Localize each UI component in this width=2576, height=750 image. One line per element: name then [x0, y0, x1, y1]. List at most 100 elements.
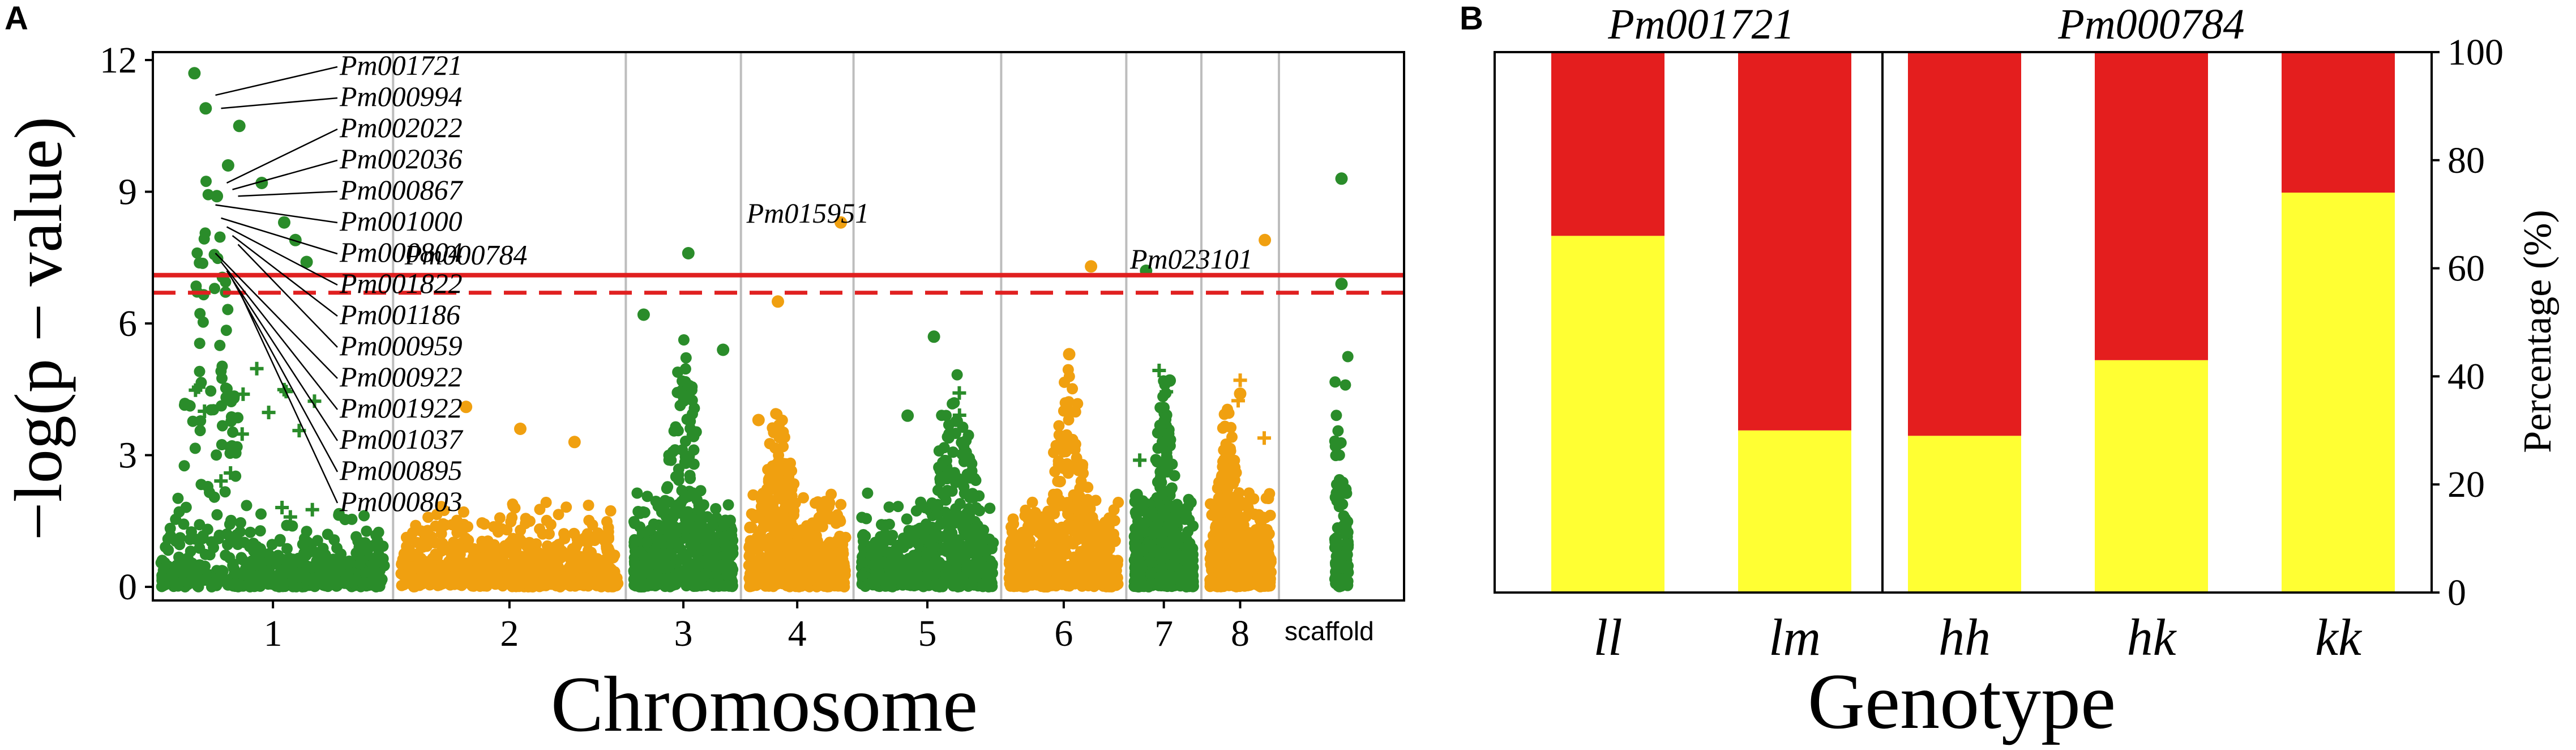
snp-point — [214, 339, 226, 351]
snp-point — [560, 501, 572, 513]
snp-point — [224, 552, 236, 564]
snp-point — [1096, 568, 1108, 579]
snp-point — [965, 559, 977, 571]
snp-point — [1062, 508, 1073, 520]
manhattan-plot: Pm001721Pm000994Pm002022Pm002036Pm000867… — [100, 40, 1405, 654]
snp-point — [319, 565, 331, 577]
snp-point — [211, 509, 223, 521]
snp-point — [509, 502, 521, 514]
snp-point — [835, 216, 848, 229]
snp-point — [216, 400, 227, 412]
snp-point — [696, 529, 708, 541]
snp-point — [430, 553, 442, 565]
snp-point — [222, 539, 233, 551]
snp-point — [1166, 482, 1178, 494]
snp-point — [244, 540, 255, 552]
snp-point — [158, 562, 170, 574]
snp-point — [629, 558, 640, 570]
snp-point — [1183, 493, 1195, 505]
snp-point — [984, 502, 996, 514]
snp-point — [903, 525, 915, 536]
snp-point — [947, 470, 959, 481]
snp-point — [556, 545, 568, 557]
snp-point — [211, 449, 222, 461]
snp-point — [952, 542, 964, 553]
snp-point — [204, 549, 216, 561]
snp-point — [710, 503, 722, 514]
snp-point — [810, 530, 822, 542]
snp-point — [181, 576, 192, 587]
snp-point — [1041, 542, 1052, 553]
snp-point — [676, 484, 688, 496]
snp-point — [783, 471, 795, 483]
snp-point — [684, 472, 696, 484]
snp-point — [460, 400, 473, 414]
snp-point — [942, 484, 953, 496]
snp-cross — [198, 404, 212, 418]
snp-point — [964, 513, 975, 525]
snp-point — [977, 581, 989, 593]
snp-point — [1082, 481, 1094, 493]
snp-point — [494, 512, 506, 524]
snp-point — [1076, 529, 1088, 540]
snp-point — [876, 519, 887, 531]
snp-point — [1159, 536, 1171, 548]
snp-cross — [305, 502, 319, 517]
snp-point — [411, 536, 423, 548]
snp-point — [527, 568, 539, 580]
snp-point — [1131, 488, 1143, 500]
snp-point — [164, 522, 176, 534]
snp-point — [222, 304, 234, 316]
snp-point — [406, 573, 418, 584]
snp-point — [579, 572, 591, 584]
snp-point — [534, 504, 546, 515]
snp-point — [772, 295, 784, 308]
snp-point — [358, 510, 370, 522]
snp-point — [901, 513, 913, 525]
snp-point — [194, 365, 206, 377]
snp-point — [249, 581, 260, 593]
snp-point — [574, 559, 586, 570]
snp-point — [628, 536, 640, 548]
snp-point — [785, 551, 797, 562]
snp-cross — [189, 383, 203, 397]
snp-point — [174, 553, 186, 565]
snp-point — [199, 227, 211, 239]
snp-point — [278, 216, 290, 229]
snp-point — [227, 426, 239, 438]
snp-point — [370, 581, 382, 593]
snp-point — [1062, 364, 1074, 376]
snp-cross — [275, 501, 289, 515]
snp-point — [964, 492, 976, 504]
snp-point — [477, 540, 489, 551]
snp-point — [937, 473, 949, 485]
snp-point — [179, 566, 191, 578]
snp-point — [673, 541, 684, 553]
snp-point — [230, 568, 242, 579]
snp-point — [468, 543, 480, 555]
snp-point — [1051, 575, 1063, 587]
snp-point — [231, 529, 243, 540]
snp-point — [772, 568, 784, 580]
snp-point — [641, 491, 653, 502]
snp-point — [568, 436, 581, 449]
snp-point — [1264, 488, 1276, 500]
snp-point — [1064, 580, 1075, 592]
snp-point — [1158, 465, 1170, 476]
snp-point — [233, 579, 245, 591]
snp-point — [421, 525, 433, 536]
snp-point — [254, 525, 266, 537]
snp-point — [1166, 547, 1178, 559]
snp-point — [423, 538, 435, 549]
snp-point — [467, 580, 478, 592]
snp-point — [886, 551, 898, 563]
snp-point — [178, 460, 190, 472]
snp-point — [755, 551, 767, 563]
snp-point — [680, 352, 692, 364]
snp-point — [605, 505, 617, 517]
snp-point — [289, 233, 302, 246]
snp-point — [785, 561, 797, 573]
snp-point — [501, 524, 513, 536]
snp-point — [838, 581, 850, 593]
snp-point — [759, 572, 771, 584]
